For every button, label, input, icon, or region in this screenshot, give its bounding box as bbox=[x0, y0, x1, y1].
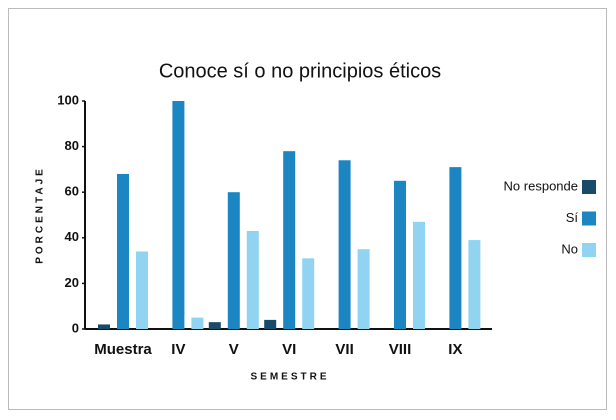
bar bbox=[246, 230, 259, 329]
bar bbox=[227, 192, 240, 329]
bar bbox=[357, 249, 370, 329]
frame bbox=[8, 8, 607, 410]
y-tick-label: 40 bbox=[65, 229, 79, 244]
bar bbox=[283, 151, 296, 329]
x-tick-label: IX bbox=[448, 341, 462, 358]
bar bbox=[449, 167, 462, 329]
y-tick-label: 60 bbox=[65, 184, 79, 199]
legend-label: No bbox=[561, 241, 578, 256]
y-axis-label: PORCENTAJE bbox=[35, 166, 46, 264]
x-tick-label: VII bbox=[335, 341, 353, 358]
y-tick-label: 0 bbox=[72, 320, 79, 335]
chart-title: Conoce sí o no principios éticos bbox=[159, 60, 441, 82]
y-tick-label: 80 bbox=[65, 138, 79, 153]
bar bbox=[136, 251, 148, 329]
bar bbox=[98, 324, 110, 329]
legend-swatch bbox=[582, 180, 596, 194]
bar bbox=[302, 258, 315, 329]
x-tick-label: V bbox=[229, 341, 239, 358]
legend-swatch bbox=[582, 211, 596, 226]
x-axis-label: SEMESTRE bbox=[250, 372, 329, 383]
x-tick-label: VI bbox=[282, 341, 296, 358]
legend-label: No responde bbox=[504, 178, 578, 193]
y-tick-label: 20 bbox=[65, 275, 79, 290]
legend-label: Sí bbox=[566, 210, 579, 225]
bar bbox=[468, 240, 481, 329]
x-tick-label: VIII bbox=[389, 341, 412, 358]
bar bbox=[191, 317, 204, 329]
bar bbox=[413, 221, 425, 329]
bar bbox=[338, 160, 351, 329]
legend-swatch bbox=[582, 243, 596, 257]
bar bbox=[117, 173, 129, 329]
x-tick-label: Muestra bbox=[94, 341, 152, 358]
bar bbox=[208, 322, 221, 329]
bar bbox=[264, 319, 277, 329]
bar bbox=[172, 101, 185, 329]
bar bbox=[394, 180, 406, 329]
x-tick-label: IV bbox=[171, 341, 185, 358]
y-tick-label: 100 bbox=[57, 92, 79, 107]
